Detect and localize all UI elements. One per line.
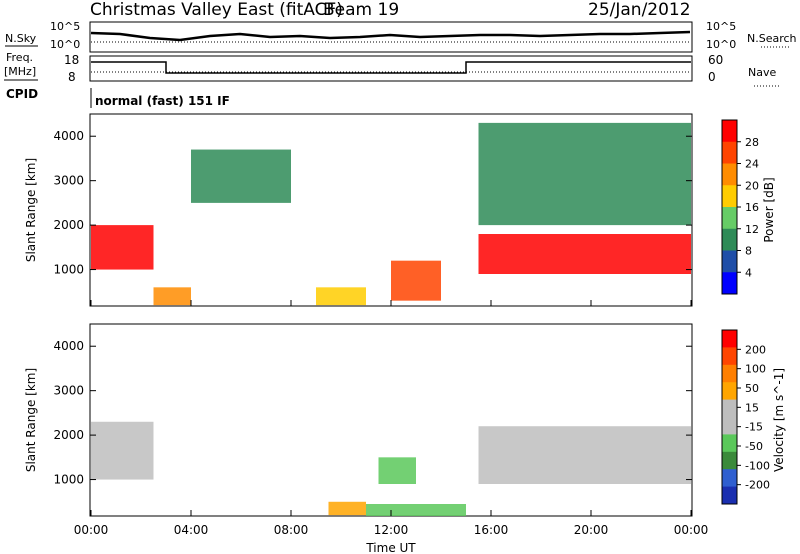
data-region-1 xyxy=(191,149,291,203)
colorbar-tick-label: 16 xyxy=(745,201,759,214)
colorbar-tick-label: -200 xyxy=(745,479,770,492)
x-tick-label: 20:00 xyxy=(574,523,609,537)
power-panel: 1000 2000 3000 4000 Slant Range [km] 28 24 20… xyxy=(24,113,776,307)
freq-tick-top: 18 xyxy=(64,53,79,67)
colorbar-segment xyxy=(722,417,737,435)
data-region-3 xyxy=(316,287,366,306)
colorbar-segment xyxy=(722,486,737,505)
freq-label-line2: [MHz] xyxy=(4,65,36,78)
freq-line xyxy=(91,61,691,74)
nave-label: Nave xyxy=(748,66,776,79)
colorbar-segment xyxy=(722,163,737,186)
velocity-ylabel: Slant Range [km] xyxy=(24,368,38,472)
colorbar-tick-label: 12 xyxy=(745,223,759,236)
data-region-4 xyxy=(391,260,441,301)
velocity-colorbar-label: Velocity [m s^-1] xyxy=(772,368,786,472)
cpid-label: CPID xyxy=(6,87,38,101)
nsearch-label: N.Search xyxy=(747,32,797,45)
colorbar-frame xyxy=(721,329,738,505)
colorbar-tick-label: 28 xyxy=(745,136,759,149)
nave-tick-top: 60 xyxy=(708,53,723,67)
colorbar-segment xyxy=(722,434,737,453)
power-colorbar-label: Power [dB] xyxy=(762,177,776,242)
cpid-text: normal (fast) 151 IF xyxy=(95,94,230,108)
colorbar-tick-label: 50 xyxy=(745,382,759,395)
x-tick-label: 04:00 xyxy=(174,523,209,537)
data-region-1 xyxy=(478,426,691,484)
data-region-6 xyxy=(478,122,691,226)
beam-label: Beam 19 xyxy=(323,0,399,20)
data-region-2 xyxy=(378,457,416,484)
freq-panel: Freq. [MHz] 18 8 60 0 Nave xyxy=(4,51,780,87)
data-region-4 xyxy=(366,504,466,516)
x-tick-label: 08:00 xyxy=(274,523,309,537)
colorbar-segment xyxy=(722,250,737,273)
colorbar-tick-label: 100 xyxy=(745,363,766,376)
y-tick-label: 4000 xyxy=(53,129,84,143)
freq-label-line1: Freq. xyxy=(6,51,33,64)
colorbar-segment xyxy=(722,120,737,143)
colorbar-segment xyxy=(722,228,737,251)
freq-tick-bottom: 8 xyxy=(68,70,76,84)
nave-tick-bottom: 0 xyxy=(708,70,716,84)
noise-tick-right-top: 10^5 xyxy=(706,20,736,33)
date-label: 25/Jan/2012 xyxy=(588,0,691,20)
colorbar-segment xyxy=(722,207,737,230)
y-tick-label: 1000 xyxy=(53,473,84,487)
nsky-label: N.Sky xyxy=(5,32,37,45)
data-region-2 xyxy=(153,287,191,306)
colorbar-tick-label: -100 xyxy=(745,459,770,472)
data-region-0 xyxy=(91,421,154,480)
y-tick-label: 3000 xyxy=(53,174,84,188)
colorbar-segment xyxy=(722,347,737,366)
y-tick-label: 1000 xyxy=(53,263,84,277)
colorbar-segment xyxy=(722,451,737,470)
x-axis-label: Time UT xyxy=(365,541,416,554)
colorbar-segment xyxy=(722,272,737,295)
colorbar-segment xyxy=(722,141,737,164)
colorbar-tick-label: 200 xyxy=(745,343,766,356)
y-tick-label: 4000 xyxy=(53,339,84,353)
colorbar-tick-label: -50 xyxy=(745,440,763,453)
colorbar-segment xyxy=(722,330,737,348)
noise-tick-left-bottom: 10^0 xyxy=(50,38,80,51)
data-region-5 xyxy=(478,234,691,274)
colorbar-tick-label: 15 xyxy=(745,401,759,414)
x-tick-label: 12:00 xyxy=(374,523,409,537)
x-tick-label: 00:00 xyxy=(674,523,709,537)
y-tick-label: 3000 xyxy=(53,384,84,398)
x-tick-label: 00:00 xyxy=(74,523,109,537)
y-tick-label: 2000 xyxy=(53,218,84,232)
colorbar-segment xyxy=(722,469,737,488)
x-tick-label: 16:00 xyxy=(474,523,509,537)
data-region-0 xyxy=(91,225,154,270)
data-region-3 xyxy=(328,501,366,516)
noise-tick-right-bottom: 10^0 xyxy=(706,38,736,51)
y-tick-label: 2000 xyxy=(53,428,84,442)
colorbar-segment xyxy=(722,382,737,401)
velocity-panel: 1000 2000 3000 4000 Slant Range [km] 200 100… xyxy=(24,300,786,554)
power-ylabel: Slant Range [km] xyxy=(24,158,38,262)
colorbar-segment xyxy=(722,399,737,418)
noise-sky-line xyxy=(90,30,691,42)
colorbar-tick-label: -15 xyxy=(745,421,763,434)
colorbar-segment xyxy=(722,364,737,383)
colorbar-tick-label: 4 xyxy=(745,266,752,279)
radar-title: Christmas Valley East (fitACF) xyxy=(90,0,343,20)
noise-tick-left-top: 10^5 xyxy=(50,20,80,33)
noise-panel: N.Sky 10^5 10^0 10^5 10^0 N.Search xyxy=(5,20,797,53)
colorbar-segment xyxy=(722,185,737,208)
colorbar-tick-label: 20 xyxy=(745,179,759,192)
colorbar-tick-label: 24 xyxy=(745,158,759,171)
colorbar-tick-label: 8 xyxy=(745,245,752,258)
